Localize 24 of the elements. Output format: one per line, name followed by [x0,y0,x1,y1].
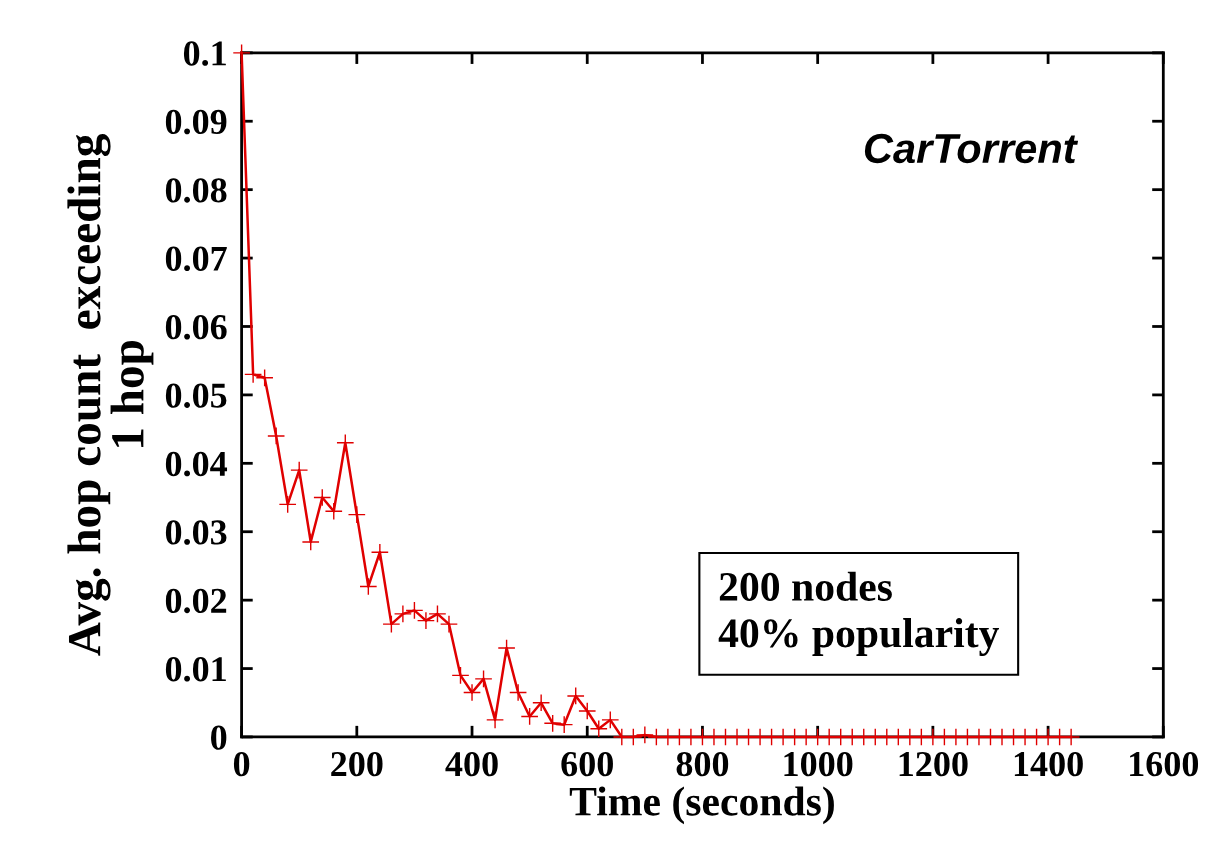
y-tick-label: 0.1 [183,41,226,66]
y-tick-label: 0.05 [165,383,227,408]
x-tick-label: 200 [331,751,383,777]
x-tick-label: 0 [233,751,250,777]
x-tick-label: 1200 [899,751,968,777]
x-tick-label: 1600 [1130,751,1199,777]
y-tick-label: 0 [211,725,227,750]
y-tick-label: 0.04 [165,451,228,477]
y-tick-label: 0.09 [165,109,227,135]
y-tick-label: 0.03 [165,520,227,545]
x-tick-label: 800 [676,751,729,777]
x-tick-label: 1000 [784,751,853,777]
x-axis-title: Time (seconds) [569,786,834,825]
annotation: CarTorrent [864,133,1079,164]
y-tick-label: 0.06 [165,315,227,340]
annotation: 200 nodes 40% popularity [718,571,1000,657]
y-tick-label: 0.02 [165,588,227,614]
y-tick-label: 0.01 [165,657,226,682]
x-tick-label: 400 [445,751,498,777]
x-tick-label: 600 [561,751,613,777]
y-tick-label: 0.08 [165,178,227,203]
x-tick-label: 1400 [1014,751,1083,777]
y-tick-label: 0.07 [165,246,227,272]
y-axis-title: Avg. hop count exceeding 1 hop [67,134,154,656]
